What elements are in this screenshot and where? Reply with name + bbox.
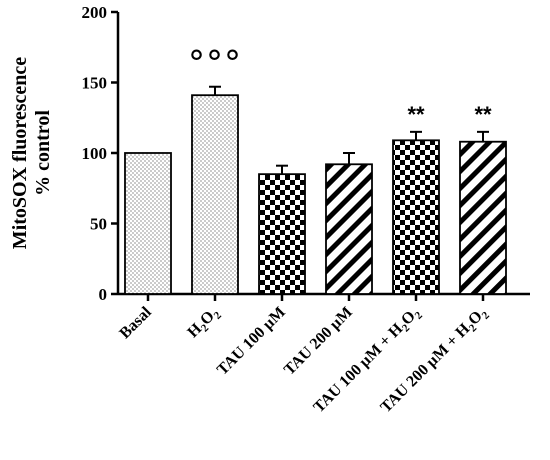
bar-1	[124, 152, 172, 295]
bars	[124, 94, 507, 295]
significance-mark: °°°	[188, 44, 242, 84]
error-bars	[209, 85, 489, 175]
y-tick-label: 100	[82, 144, 108, 163]
bar-4	[325, 163, 373, 295]
category-label-6: TAU 200 µM + H2O2	[377, 303, 492, 418]
y-tick-label: 150	[82, 74, 108, 93]
significance-mark: **	[474, 102, 492, 127]
x-axis	[118, 292, 530, 301]
y-axis: 0 50 100 150 200	[82, 3, 120, 304]
y-axis-title: MitoSOX fluorescence % control	[9, 57, 54, 249]
bar-6	[459, 140, 507, 295]
category-label-3: TAU 100 µM	[214, 304, 289, 379]
bar-3	[258, 173, 306, 295]
bar-5	[392, 139, 440, 295]
y-axis-title-line2: % control	[32, 110, 54, 196]
significance-mark: **	[407, 102, 425, 127]
category-label-1: Basal	[116, 303, 155, 342]
y-tick-label: 0	[99, 285, 108, 304]
y-tick-label: 50	[90, 215, 107, 234]
category-label-4: TAU 200 µM	[281, 304, 356, 379]
significance-annotations: °°° ** **	[188, 44, 492, 127]
y-tick-label: 200	[82, 3, 108, 22]
category-label-2: H2O2	[184, 303, 224, 343]
bar-2	[191, 94, 239, 295]
y-axis-title-line1: MitoSOX fluorescence	[9, 57, 31, 249]
